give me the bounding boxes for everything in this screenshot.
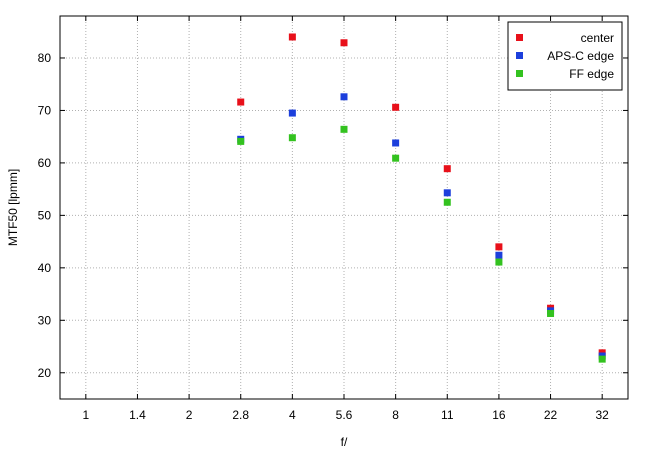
data-point [340,125,348,133]
legend: center APS-C edge FF edge [507,21,623,91]
legend-swatch [516,34,523,41]
data-point [288,33,296,41]
y-tick-label: 60 [38,156,52,170]
y-axis-label: MTF50 [lpmm] [6,169,20,246]
data-point [237,137,245,145]
x-tick-label: 5.6 [336,408,353,422]
x-tick-label: 8 [392,408,399,422]
data-point [288,134,296,142]
x-tick-label: 16 [492,408,506,422]
x-tick-label: 32 [596,408,610,422]
legend-entry-label: FF edge [569,67,614,81]
x-axis-label: f/ [341,435,348,449]
data-point [495,243,503,251]
x-tick-label: 22 [544,408,558,422]
legend-swatch [516,52,523,59]
data-point [340,39,348,47]
data-point [392,154,400,162]
x-axis-tick-labels: 1 1.4 2 2.8 4 5.6 8 11 16 22 32 [82,408,609,422]
x-tick-label: 2.8 [232,408,249,422]
data-point [392,103,400,111]
x-tick-label: 1.4 [129,408,146,422]
y-tick-label: 70 [38,103,52,117]
data-point [443,189,451,197]
data-points [237,33,606,363]
data-point [443,198,451,206]
y-axis-tick-labels: 20 30 40 50 60 70 80 [38,51,52,380]
y-tick-label: 50 [38,208,52,222]
legend-box [507,21,623,91]
data-point [495,251,503,259]
y-tick-label: 20 [38,366,52,380]
data-point [340,93,348,101]
data-point [598,355,606,363]
data-point [237,98,245,106]
legend-entry-label: APS-C edge [547,49,614,63]
data-point [288,109,296,117]
y-tick-label: 40 [38,261,52,275]
y-tick-label: 80 [38,51,52,65]
axis-ticks [60,16,628,399]
legend-swatch [516,70,523,77]
x-tick-label: 2 [186,408,193,422]
legend-entry-label: center [581,31,614,45]
y-tick-label: 30 [38,313,52,327]
data-point [443,165,451,173]
x-tick-label: 11 [441,408,454,422]
x-tick-label: 1 [82,408,89,422]
data-point [547,309,555,317]
data-point [392,139,400,147]
x-tick-label: 4 [289,408,296,422]
data-point [495,258,503,266]
